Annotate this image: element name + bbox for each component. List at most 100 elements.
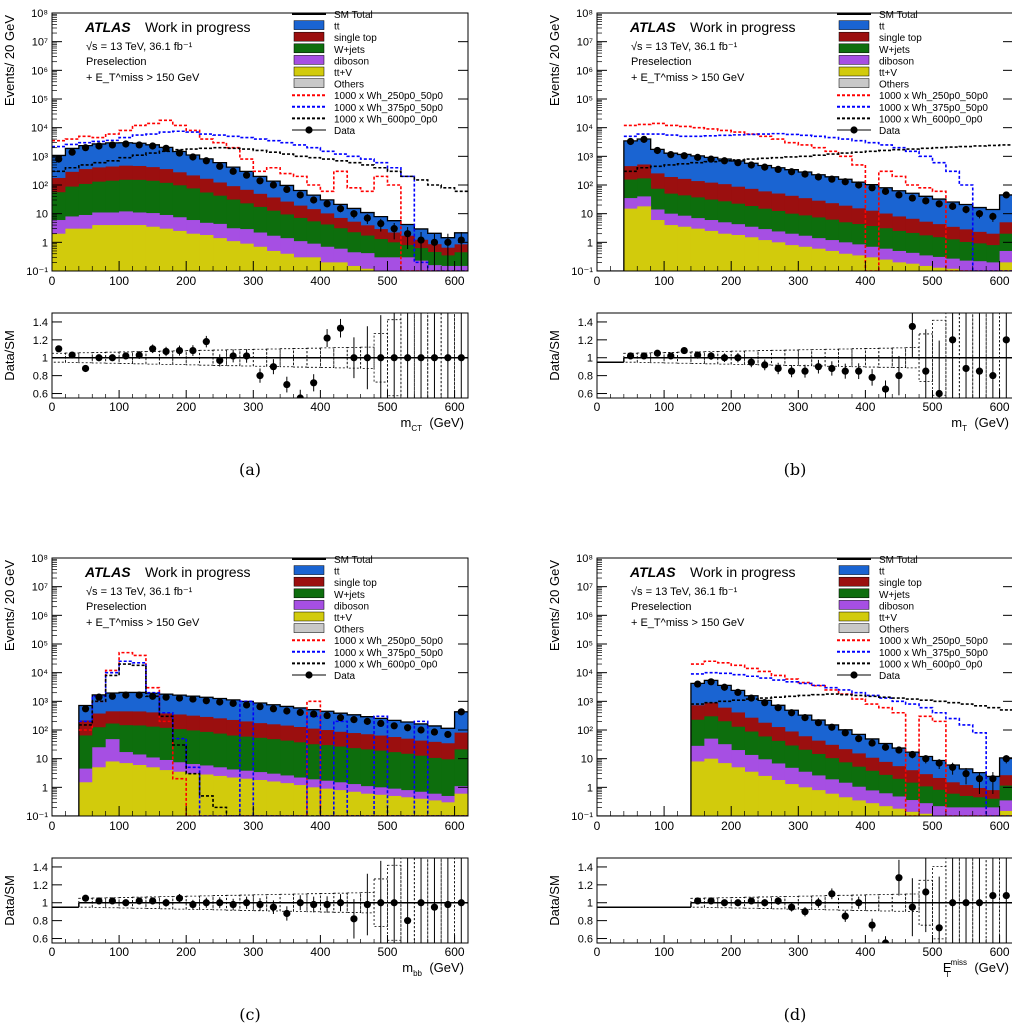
legend-entry: Data — [837, 126, 901, 137]
bar-tt-v — [851, 800, 866, 816]
y-tick-label: 10⁷ — [32, 37, 48, 49]
legend-entry: tt — [293, 20, 340, 33]
data-point — [430, 238, 439, 246]
data-point — [310, 196, 318, 204]
ratio-point — [149, 897, 157, 905]
ratio-point — [189, 900, 197, 909]
bar-tt-v — [172, 230, 187, 271]
ratio-x-tick-label: 200 — [176, 945, 196, 959]
data-point — [283, 707, 291, 715]
legend-label: Others — [879, 80, 909, 91]
sm-total-line — [52, 142, 468, 239]
x-tick-label: 600 — [445, 819, 465, 833]
ratio-x-tick-label: 0 — [594, 400, 601, 414]
bar-tt-v — [333, 790, 348, 816]
atlas-label: ATLAS — [84, 19, 131, 35]
ratio-point — [1002, 336, 1010, 344]
data-point — [908, 194, 916, 202]
bar-diboson — [945, 258, 960, 271]
x-tick-label: 0 — [594, 274, 601, 288]
energy-lumi-label: √s = 13 TeV, 36.1 fb⁻¹ — [86, 586, 193, 598]
bar-tt-v — [905, 811, 920, 816]
data-point — [801, 714, 809, 722]
ratio-point — [787, 903, 796, 911]
data-point — [640, 135, 648, 143]
ratio-point — [68, 351, 76, 359]
sm-total-line — [52, 691, 468, 816]
main-plot-area — [52, 651, 468, 816]
legend-entry: single top — [838, 31, 922, 44]
bar-tt-v — [623, 208, 638, 271]
x-tick-label: 500 — [922, 819, 942, 833]
ratio-y-tick-label: 0.6 — [33, 934, 48, 946]
bar-tt-v — [145, 226, 160, 271]
ratio-point — [694, 351, 702, 359]
ratio-panel: 0.6 0.8 1 1.2 1.4 0 100 200 300 400 500 600 Data/SM m… — [2, 312, 469, 433]
bar-tt-v — [454, 793, 468, 816]
ratio-point — [310, 379, 318, 387]
legend-entry: tt — [293, 565, 340, 578]
data-point — [269, 705, 278, 713]
data-point — [935, 759, 943, 767]
data-point — [787, 709, 796, 717]
bar-tt-v — [771, 780, 786, 816]
data-point — [626, 137, 635, 146]
ratio-point — [962, 899, 970, 907]
legend-swatch — [838, 576, 870, 587]
data-point — [390, 225, 398, 233]
ratio-x-tick-label: 100 — [654, 945, 674, 959]
ratio-plot-area — [597, 313, 1012, 398]
x-tick-label: 300 — [788, 274, 808, 288]
legend-entry: tt+V — [838, 611, 897, 624]
legend-entry: 1000 x Wh_600p0_0p0 — [292, 659, 438, 670]
y-tick-label: 10⁶ — [576, 610, 593, 622]
data-point — [404, 724, 412, 732]
y-tick-label: 10⁻¹ — [26, 266, 48, 278]
legend-label: SM Total — [334, 10, 373, 21]
legend-entry: tt+V — [293, 66, 352, 79]
legend-swatch — [838, 31, 870, 42]
data-point — [787, 168, 796, 176]
ratio-point — [841, 367, 849, 375]
legend-entry: 1000 x Wh_600p0_0p0 — [292, 114, 438, 125]
y-tick-label: 10⁶ — [31, 610, 48, 622]
ratio-x-tick-label: 500 — [377, 400, 397, 414]
ratio-x-tick-label: 300 — [788, 945, 808, 959]
bar-tt-v — [441, 802, 455, 816]
ratio-y-tick-label: 0.6 — [578, 934, 593, 946]
ratio-point — [229, 900, 237, 909]
bar-tt-v — [145, 767, 160, 816]
ratio-point — [336, 324, 345, 332]
bar-diboson — [945, 807, 960, 816]
ratio-point — [283, 909, 291, 918]
bar-tt-v — [784, 784, 799, 816]
data-point — [855, 181, 863, 189]
ratio-x-tick-label: 100 — [109, 945, 129, 959]
data-point — [336, 714, 345, 722]
legend-label: single top — [879, 578, 922, 589]
ratio-panel: 0.6 0.8 1 1.2 1.4 0 100 200 300 400 500 600 Data/SM m… — [547, 312, 1012, 433]
bar-tt-v — [159, 228, 174, 271]
y-tick-label: 1 — [42, 782, 48, 794]
data-point — [895, 746, 903, 754]
x-tick-label: 300 — [788, 819, 808, 833]
bar-tt-v — [105, 761, 120, 816]
signal-line-1 — [690, 660, 1012, 816]
data-point — [774, 704, 782, 712]
ratio-point — [216, 899, 224, 907]
ratio-point — [242, 899, 251, 907]
bar-tt-v — [360, 268, 375, 271]
legend-swatch — [293, 623, 325, 633]
bar-tt-v — [347, 791, 362, 816]
legend-label: 1000 x Wh_375p0_50p0 — [879, 103, 988, 114]
ratio-plot-area — [52, 313, 468, 398]
data-point — [855, 735, 863, 743]
data-point — [135, 141, 143, 149]
bar-tt-v — [919, 265, 933, 271]
ratio-x-tick-label: 100 — [654, 400, 674, 414]
ratio-point — [81, 894, 90, 902]
legend-label: tt+V — [334, 613, 352, 624]
bar-diboson — [360, 253, 375, 271]
y-tick-label: 10⁸ — [576, 8, 593, 20]
